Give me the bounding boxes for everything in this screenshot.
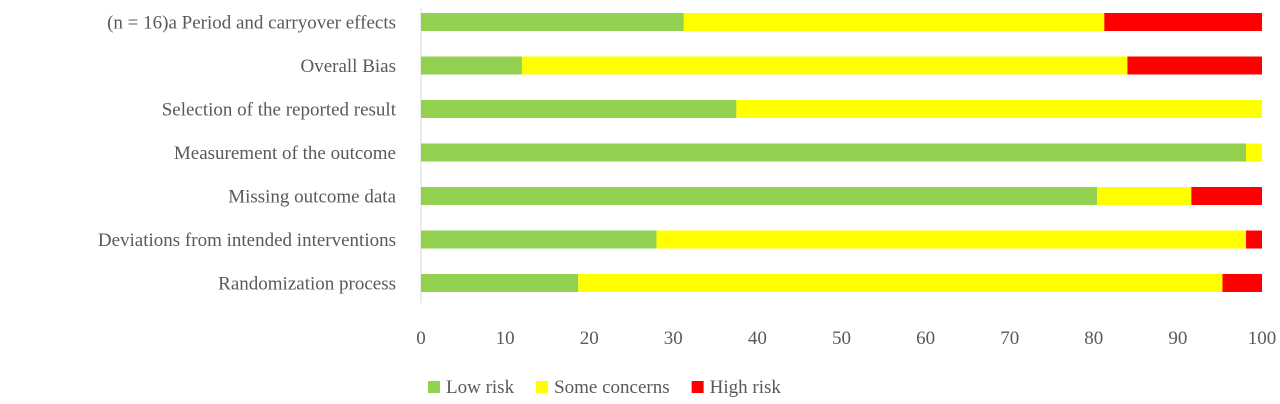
x-tick-label: 0 [416, 328, 426, 349]
bar-segment-some-concerns [683, 13, 1105, 31]
legend-swatch [428, 381, 440, 393]
x-tick-label: 30 [664, 328, 683, 349]
category-label: Randomization process [218, 274, 396, 295]
bar-segment-high-risk [1191, 187, 1262, 205]
legend-swatch [536, 381, 549, 393]
bar-segment-low-risk [421, 187, 1098, 205]
bar-segment-high-risk [1127, 56, 1262, 75]
bar-segment-some-concerns [521, 56, 1128, 75]
bar-segment-low-risk [421, 13, 684, 31]
x-tick-label: 20 [580, 328, 599, 349]
x-tick-label: 10 [496, 328, 515, 349]
bar-segment-low-risk [421, 100, 737, 118]
x-tick-label: 60 [916, 328, 935, 349]
category-label: (n = 16)a Period and carryover effects [107, 13, 396, 34]
bar-segment-high-risk [1222, 274, 1262, 292]
bar-segment-high-risk [1246, 230, 1262, 249]
category-label: Missing outcome data [228, 187, 396, 208]
bar-segment-low-risk [421, 230, 657, 249]
bar-segment-some-concerns [578, 274, 1223, 292]
bar-segment-some-concerns [656, 230, 1247, 249]
category-label: Selection of the reported result [162, 100, 397, 121]
legend-swatch [691, 381, 704, 393]
legend-label: Some concerns [554, 377, 670, 398]
bar-segment-high-risk [1104, 13, 1262, 31]
category-label: Overall Bias [300, 56, 396, 77]
bar-segment-some-concerns [1097, 187, 1192, 205]
bar-segment-some-concerns [736, 100, 1262, 118]
category-label: Measurement of the outcome [174, 143, 396, 164]
x-tick-label: 90 [1168, 328, 1187, 349]
x-tick-label: 80 [1084, 328, 1103, 349]
category-label: Deviations from intended interventions [98, 230, 396, 251]
legend-label: Low risk [446, 377, 515, 398]
x-tick-label: 50 [832, 328, 851, 349]
bar-segment-low-risk [421, 143, 1247, 162]
legend-label: High risk [710, 377, 782, 398]
bar-segment-low-risk [421, 274, 579, 292]
bar-segment-low-risk [421, 56, 522, 75]
x-tick-label: 70 [1000, 328, 1019, 349]
x-tick-label: 40 [748, 328, 767, 349]
x-tick-label: 100 [1248, 328, 1277, 349]
bar-segment-some-concerns [1246, 143, 1262, 162]
